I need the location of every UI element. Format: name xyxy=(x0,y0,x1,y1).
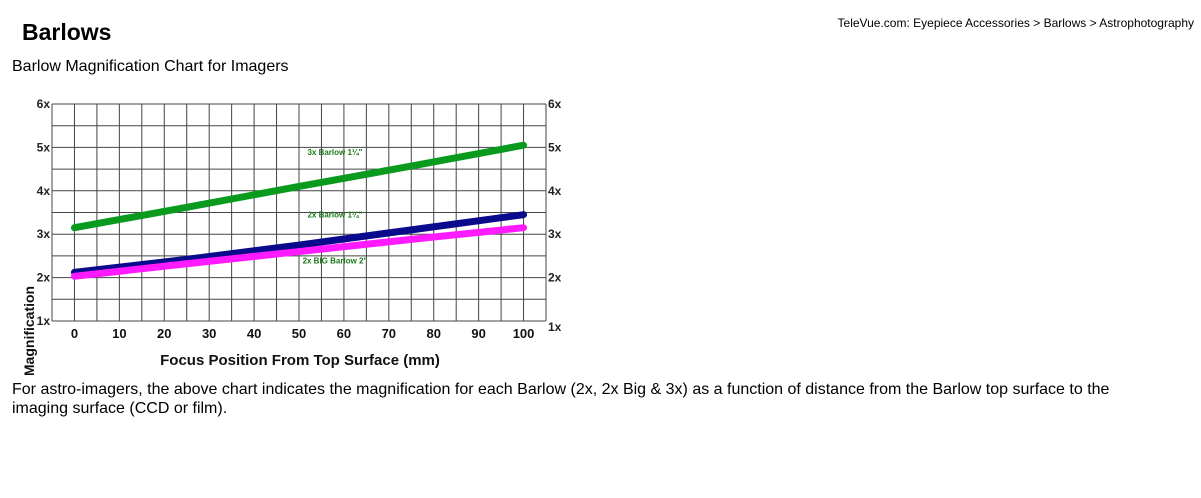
y-tick-label-left: 1x xyxy=(37,314,51,328)
y-tick-label-right: 2x xyxy=(548,271,562,285)
y-tick-label-left: 5x xyxy=(37,140,51,154)
chart-ticks: 1x 1x 2x 2x 3x 3x 4x 4x 5x 5x 6x 6x 0 10 20 30 40 50 60 70 8… xyxy=(37,97,562,341)
y-tick-label-right: 1x xyxy=(548,320,562,334)
x-tick-label: 100 xyxy=(513,326,535,341)
series-line xyxy=(70,141,528,232)
chart-description: For astro-imagers, the above chart indic… xyxy=(12,381,1110,417)
y-axis-label: Magnification xyxy=(21,286,37,375)
y-tick-label-left: 6x xyxy=(37,97,51,111)
x-tick-label: 20 xyxy=(157,326,171,341)
x-tick-label: 40 xyxy=(247,326,261,341)
y-tick-label-left: 3x xyxy=(37,227,51,241)
x-tick-label: 0 xyxy=(71,326,78,341)
x-tick-label: 90 xyxy=(471,326,485,341)
series-labels: 3x Barlow 1¼" 2x Barlow 1¼" 2x BIG Barlow … xyxy=(303,148,368,266)
series-label: 2x Barlow 1¼" xyxy=(307,211,362,220)
magnification-chart: 1x 1x 2x 2x 3x 3x 4x 4x 5x 5x 6x 6x 0 10 20 30 40 50 60 70 8… xyxy=(21,97,562,375)
breadcrumb: TeleVue.com: Eyepiece Accessories > Barl… xyxy=(838,16,1194,30)
chart-grid xyxy=(51,103,547,322)
breadcrumb-link-home[interactable]: TeleVue.com: Eyepiece Accessories xyxy=(837,16,1030,30)
series-label: 2x BIG Barlow 2" xyxy=(303,257,368,266)
x-tick-label: 50 xyxy=(292,326,306,341)
breadcrumb-separator: > xyxy=(1029,16,1044,30)
y-tick-label-right: 4x xyxy=(548,184,562,198)
x-tick-label: 10 xyxy=(112,326,126,341)
series-label: 3x Barlow 1¼" xyxy=(307,148,362,157)
series-line xyxy=(70,224,528,280)
x-tick-label: 70 xyxy=(382,326,396,341)
y-tick-label-right: 5x xyxy=(548,140,562,154)
y-tick-label-left: 2x xyxy=(37,271,51,285)
x-tick-label: 80 xyxy=(426,326,440,341)
chart-series xyxy=(70,141,528,280)
x-axis-label: Focus Position From Top Surface (mm) xyxy=(160,352,440,369)
series-line xyxy=(70,211,528,276)
chart-subtitle: Barlow Magnification Chart for Imagers xyxy=(12,58,289,75)
y-tick-label-right: 3x xyxy=(548,227,562,241)
breadcrumb-link-astrophotography[interactable]: Astrophotography xyxy=(1099,16,1194,30)
x-tick-label: 60 xyxy=(337,326,351,341)
breadcrumb-link-barlows[interactable]: Barlows xyxy=(1043,16,1087,30)
y-tick-label-right: 6x xyxy=(548,97,562,111)
breadcrumb-separator: > xyxy=(1086,16,1100,30)
y-tick-label-left: 4x xyxy=(37,184,51,198)
page-title: Barlows xyxy=(22,19,112,45)
x-tick-label: 30 xyxy=(202,326,216,341)
